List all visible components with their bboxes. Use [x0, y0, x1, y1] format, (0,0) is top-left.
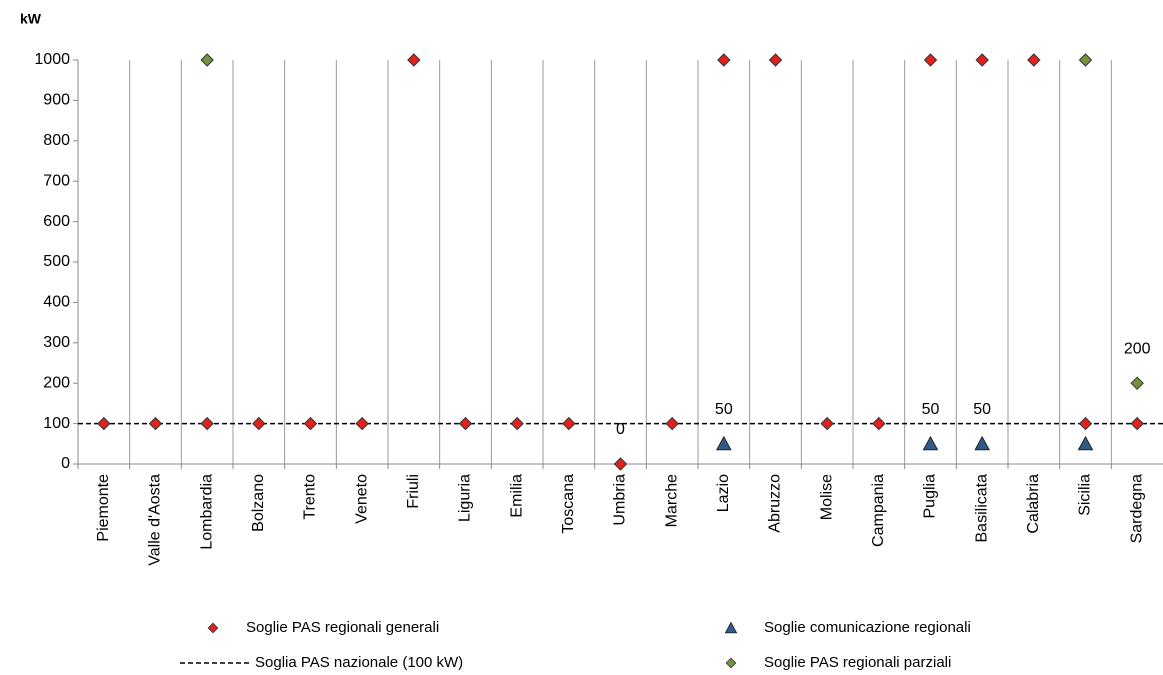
diamond-marker [1027, 53, 1041, 67]
y-tick-label: 0 [61, 455, 70, 472]
y-tick-label: 600 [43, 213, 70, 230]
diamond-marker [820, 416, 834, 431]
y-tick-label: 400 [43, 294, 70, 311]
x-tick-label: Sardegna [1128, 474, 1145, 543]
y-tick-label: 500 [43, 253, 70, 270]
diamond-marker [923, 53, 938, 67]
x-tick-label: Piemonte [95, 474, 112, 542]
legend-label: Soglie comunicazione regionali [764, 619, 971, 636]
y-tick-label: 200 [43, 374, 70, 391]
data-label: 50 [715, 401, 733, 418]
diamond-marker [97, 416, 111, 431]
x-tick-label: Abruzzo [767, 474, 784, 533]
x-tick-label: Molise [818, 474, 835, 520]
diamond-marker [252, 416, 266, 431]
y-tick-label: 100 [43, 415, 70, 432]
y-tick-label: 1000 [34, 51, 70, 68]
x-tick-label: Umbria [612, 474, 629, 526]
diamond-marker [207, 622, 219, 634]
y-tick-label: 800 [43, 132, 70, 149]
x-tick-label: Marche [663, 474, 680, 527]
triangle-marker [974, 435, 991, 451]
x-tick-label: Campania [870, 474, 887, 547]
x-tick-label: Bolzano [250, 474, 267, 532]
diamond-marker [510, 416, 524, 431]
x-tick-label: Lombardia [198, 474, 215, 550]
x-tick-label: Toscana [560, 474, 577, 534]
x-tick-label: Friuli [405, 474, 422, 509]
legend-label: Soglie PAS regionali parziali [764, 654, 951, 671]
diamond-marker [665, 416, 679, 431]
diamond-marker [458, 416, 473, 431]
y-tick-label: 700 [43, 172, 70, 189]
triangle-marker [922, 435, 939, 451]
x-tick-label: Puglia [922, 474, 939, 519]
triangle-marker [715, 435, 732, 451]
y-tick-label: 300 [43, 334, 70, 351]
x-tick-label: Trento [302, 474, 319, 520]
x-tick-label: Liguria [457, 474, 474, 522]
triangle-marker [724, 621, 738, 634]
diamond-marker [1078, 53, 1093, 67]
diamond-marker [1130, 416, 1144, 431]
x-tick-label: Valle d'Aosta [147, 474, 164, 566]
data-label: 200 [1124, 340, 1151, 357]
legend-label: Soglia PAS nazionale (100 kW) [255, 654, 463, 671]
diamond-marker [407, 53, 421, 67]
diamond-marker [975, 53, 989, 67]
triangle-marker [1077, 435, 1094, 451]
diamond-marker [200, 53, 214, 67]
x-tick-label: Lazio [715, 474, 732, 512]
y-axis-label: kW [20, 11, 42, 27]
data-label: 0 [616, 421, 625, 438]
diamond-marker [725, 657, 737, 669]
diamond-marker [1130, 376, 1144, 390]
data-label: 50 [973, 401, 991, 418]
y-tick-label: 900 [43, 92, 70, 109]
x-tick-label: Sicilia [1077, 474, 1094, 516]
diamond-marker [355, 416, 369, 431]
diamond-marker [562, 416, 576, 431]
x-tick-label: Emilia [508, 474, 525, 518]
diamond-marker [303, 416, 318, 431]
diamond-marker [872, 416, 886, 431]
diamond-marker [200, 416, 214, 431]
x-tick-label: Basilicata [973, 474, 990, 543]
data-label: 50 [922, 401, 940, 418]
diamond-marker [1078, 416, 1093, 431]
diamond-marker [717, 53, 731, 67]
diamond-marker [148, 416, 163, 431]
legend-label: Soglie PAS regionali generali [246, 619, 439, 636]
x-tick-label: Calabria [1025, 474, 1042, 534]
x-tick-label: Veneto [353, 474, 370, 524]
diamond-marker [768, 53, 783, 67]
diamond-marker [613, 457, 628, 471]
